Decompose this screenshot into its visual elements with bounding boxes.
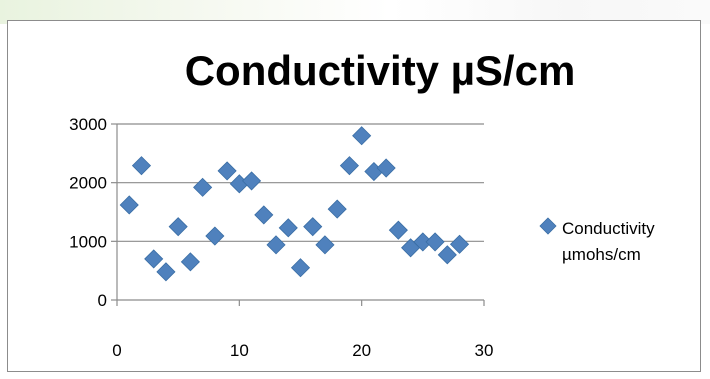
data-point (193, 177, 213, 197)
data-point (266, 235, 286, 255)
legend-label: Conductivity (562, 219, 655, 238)
data-points (119, 126, 470, 282)
x-tick-label: 20 (352, 341, 371, 360)
axes (111, 123, 485, 306)
x-tick-labels: 0 10 20 30 (112, 341, 493, 360)
data-point (352, 126, 372, 146)
data-point (339, 156, 359, 176)
y-tick-label: 2000 (69, 174, 107, 193)
data-point (254, 205, 274, 225)
data-point (119, 195, 139, 215)
data-point (242, 171, 262, 191)
data-point (376, 158, 396, 178)
y-tick-label: 3000 (69, 115, 107, 134)
chart-area (7, 20, 701, 372)
legend-label: µmohs/cm (562, 245, 641, 264)
legend: Conductivity µmohs/cm (539, 217, 655, 264)
data-point (290, 258, 311, 278)
data-point (437, 245, 457, 265)
y-tick-label: 0 (98, 291, 107, 310)
data-point (168, 217, 188, 237)
data-point (315, 235, 335, 255)
y-tick-label: 1000 (69, 232, 107, 251)
data-point (217, 161, 237, 181)
legend-marker (539, 217, 557, 235)
x-tick-label: 0 (112, 341, 121, 360)
data-point (449, 234, 470, 254)
data-point (327, 199, 347, 219)
data-point (303, 217, 323, 237)
y-tick-labels: 0 1000 2000 3000 (69, 115, 107, 310)
data-point (425, 232, 445, 252)
data-point (180, 252, 200, 272)
data-point (131, 156, 152, 176)
data-point (144, 249, 164, 269)
chart-title: Conductivity µS/cm (185, 47, 576, 94)
data-point (156, 262, 176, 282)
data-point (205, 226, 225, 246)
data-point (388, 220, 408, 240)
x-tick-label: 10 (230, 341, 249, 360)
x-tick-label: 30 (475, 341, 494, 360)
data-point (278, 218, 298, 238)
